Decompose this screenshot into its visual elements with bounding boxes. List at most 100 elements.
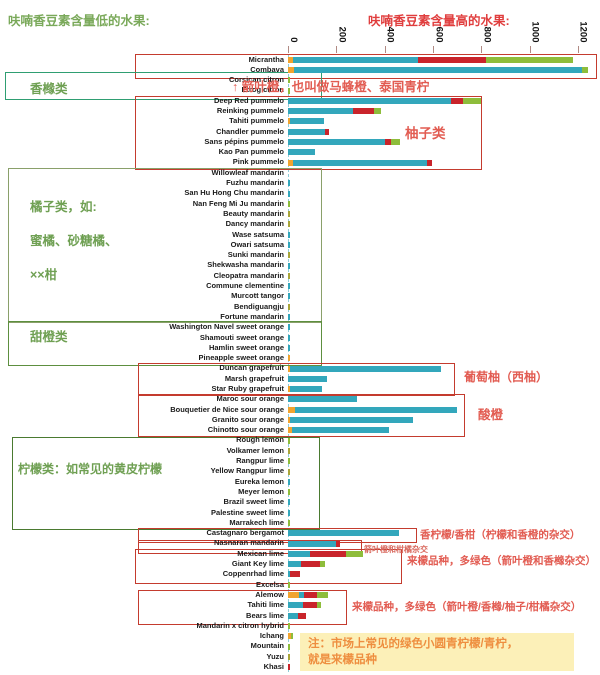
- chart-row: Volkamer lemon: [0, 446, 600, 456]
- bar-segment-teal: [288, 283, 290, 290]
- bar-segment-teal: [288, 190, 290, 197]
- bar-segment-orange: [288, 118, 290, 125]
- group-box-grapefruit: [138, 363, 455, 396]
- bar-rows: Micrantha Combava Corsican citron Etrog cit…: [0, 55, 600, 673]
- chart-row: Corsican citron: [0, 75, 600, 85]
- limes-group2-note: 来檬品种，多绿色（箭叶橙/香橼/柚子/柑橘杂交）: [352, 601, 582, 613]
- axis-tick-label: 1000: [529, 21, 541, 43]
- group-box-limes-1: [135, 549, 402, 584]
- bar-segment-green: [316, 592, 328, 599]
- row-bars: [288, 612, 306, 619]
- row-label: Tahiti pummelo: [229, 116, 284, 126]
- row-label: Deep Red pummelo: [213, 95, 284, 105]
- row-bars: [288, 509, 290, 516]
- bar-segment-green: [290, 633, 294, 640]
- bar-segment-olive: [288, 272, 290, 279]
- row-bars: [288, 66, 588, 73]
- bar-segment-red: [325, 128, 330, 135]
- mandarin-group-line1: 橘子类，如:: [30, 200, 97, 214]
- row-bars: [288, 272, 290, 279]
- citron-group-label: 香橼类: [30, 82, 68, 96]
- row-bars: [288, 334, 290, 341]
- row-label: Beauty mandarin: [223, 208, 284, 218]
- row-bars: [288, 530, 400, 537]
- chart-row: Eureka lemon: [0, 477, 600, 487]
- bar-segment-teal: [289, 118, 324, 125]
- row-label: Chinotto sour orange: [207, 425, 284, 435]
- row-label: Rangpur lime: [236, 456, 284, 466]
- chart-row: Brazil sweet lime: [0, 497, 600, 507]
- row-label: Granito sour orange: [211, 414, 284, 424]
- bar-segment-teal: [288, 139, 385, 146]
- axis-tick: [384, 46, 386, 53]
- bar-segment-red: [353, 108, 374, 115]
- row-label: Etrog citron: [241, 85, 285, 95]
- bar-segment-teal: [288, 602, 303, 609]
- bar-segment-teal: [288, 108, 354, 115]
- row-label: Star Ruby grapefruit: [211, 384, 284, 393]
- bar-segment-teal: [288, 344, 290, 351]
- row-label: Kao Pan pummelo: [218, 147, 284, 157]
- bar-segment-green: [288, 77, 290, 84]
- row-label: Washington Navel sweet orange: [169, 322, 284, 332]
- chart-row: Owari satsuma: [0, 240, 600, 250]
- bar-segment-teal: [294, 66, 582, 73]
- chart-row: Ichang: [0, 631, 600, 641]
- chart-row: Marsh grapefruit: [0, 374, 600, 384]
- axis-tick-label: 600: [433, 26, 444, 43]
- chart-row: Murcott tangor: [0, 291, 600, 301]
- row-bars: [288, 87, 291, 94]
- bar-segment-teal: [288, 478, 290, 485]
- bar-segment-green: [288, 489, 290, 496]
- row-bars: [288, 478, 290, 485]
- sour-orange-group-label: 酸橙: [478, 408, 504, 422]
- bar-segment-teal: [288, 293, 290, 300]
- chart-row: Pineapple sweet orange: [0, 353, 600, 363]
- bar-segment-orange: [288, 633, 291, 640]
- chart-row: Sans pépins pummelo: [0, 137, 600, 147]
- row-bars: [288, 293, 290, 300]
- row-label: Volkamer lemon: [226, 445, 284, 455]
- bar-segment-red: [426, 159, 432, 166]
- row-label: Reinking pummelo: [216, 105, 284, 115]
- row-bars: [288, 149, 315, 156]
- group-box-sweet-orange: [8, 321, 322, 366]
- chart-row: Willowleaf mandarin: [0, 168, 600, 178]
- chart-row: Yuzu: [0, 652, 600, 662]
- bar-segment-teal: [288, 396, 357, 403]
- row-label: Mexican lime: [237, 548, 284, 558]
- chart-row: Mandarin x citron hybrid: [0, 621, 600, 631]
- bar-segment-orange: [288, 417, 290, 424]
- axis-tick: [336, 46, 338, 53]
- chart-row: Shekwasha mandarin: [0, 260, 600, 270]
- row-label: Rough lemon: [236, 435, 284, 445]
- chart-row: Bouquetier de Nice sour orange: [0, 405, 600, 415]
- row-bars: [288, 447, 290, 454]
- axis-tick: [529, 46, 531, 53]
- chart-row: Meyer lemon: [0, 487, 600, 497]
- bar-segment-orange: [288, 386, 291, 393]
- bar-segment-teal: [288, 231, 290, 238]
- row-bars: [288, 437, 290, 444]
- row-label: San Hu Hong Chu mandarin: [184, 188, 284, 198]
- row-label: Shamouti sweet orange: [199, 332, 284, 342]
- group-box-mandarin: [8, 168, 322, 323]
- axis-tick-label: 800: [481, 26, 493, 43]
- axis-tick: [288, 46, 289, 53]
- row-bars: [288, 128, 330, 135]
- row-bars: [288, 180, 290, 187]
- bar-segment-red: [309, 550, 346, 557]
- row-bars: [288, 262, 290, 269]
- row-label: Combava: [250, 64, 284, 74]
- chart-row: Kao Pan pummelo: [0, 147, 600, 157]
- row-bars: [288, 211, 290, 218]
- chart-row: Chinotto sour orange: [0, 425, 600, 435]
- bar-segment-teal: [288, 550, 310, 557]
- bar-segment-green: [288, 458, 290, 465]
- row-label: Ichang: [259, 631, 284, 641]
- chart-row: Rough lemon: [0, 435, 600, 445]
- chart-row: Tahiti lime: [0, 600, 600, 610]
- bar-segment-teal: [288, 612, 298, 619]
- bar-segment-orange: [288, 427, 293, 434]
- row-label: Pink pummelo: [232, 157, 284, 167]
